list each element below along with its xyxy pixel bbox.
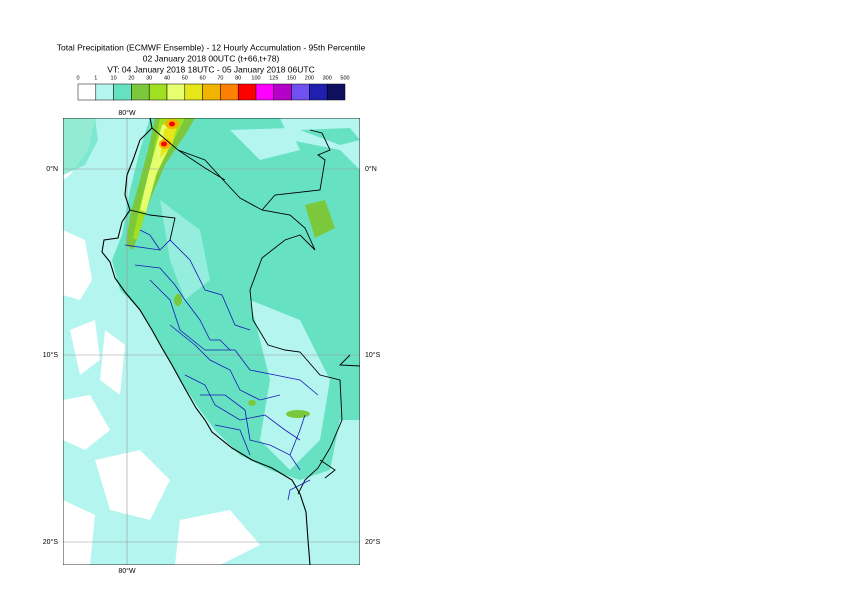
valid-time: VT: 04 January 2018 18UTC - 05 January 2… <box>107 64 314 74</box>
legend-label: 50 <box>182 75 188 81</box>
legend-label: 40 <box>164 75 170 81</box>
legend-swatch <box>131 83 150 101</box>
coastline <box>101 118 311 565</box>
legend-label: 150 <box>287 75 296 81</box>
legend-swatch <box>220 83 239 101</box>
dry-patches <box>63 118 260 565</box>
department-borders <box>124 229 319 501</box>
lat-label-left: 10°S <box>43 351 59 359</box>
legend-label: 125 <box>269 75 278 81</box>
legend-swatch <box>237 83 257 101</box>
legend-swatch <box>309 83 328 101</box>
lat-label-right: 0°N <box>365 165 377 173</box>
legend-label: 70 <box>217 75 223 81</box>
map <box>63 118 360 565</box>
country-borders <box>129 127 360 495</box>
legend: 0 1 10 20 30 40 50 60 70 80 100 125 150 200 300 500 <box>76 75 350 101</box>
legend-label: 100 <box>251 75 260 81</box>
legend-label: 200 <box>305 75 314 81</box>
lat-label-right: 10°S <box>365 351 381 359</box>
legend-label: 60 <box>200 75 206 81</box>
legend-swatch <box>166 83 186 101</box>
legend-swatch <box>273 83 292 101</box>
lon-label-bottom: 80°W <box>118 567 136 575</box>
legend-swatch <box>184 83 203 101</box>
lat-label-right: 20°S <box>365 538 381 546</box>
legend-label: 300 <box>323 75 332 81</box>
legend-label: 1 <box>94 75 97 81</box>
legend-swatch <box>202 83 221 101</box>
legend-label: 500 <box>340 75 349 81</box>
legend-label: 0 <box>76 75 79 81</box>
legend-swatch <box>255 83 275 101</box>
legend-swatch <box>77 83 97 101</box>
legend-label: 30 <box>146 75 152 81</box>
legend-swatch <box>95 83 114 101</box>
lon-label-top: 80°W <box>118 109 136 117</box>
title: Total Precipitation (ECMWF Ensemble) - 1… <box>57 42 366 52</box>
heavy-rain <box>126 118 335 418</box>
legend-label: 10 <box>111 75 117 81</box>
lighter-land <box>160 128 330 470</box>
legend-swatch <box>148 83 168 101</box>
legend-label: 20 <box>128 75 134 81</box>
legend-swatch <box>326 83 346 101</box>
lat-label-left: 20°S <box>43 538 59 546</box>
graticule <box>63 118 360 565</box>
base-time: 02 January 2018 00UTC (t+66,t+78) <box>143 53 280 63</box>
legend-swatch <box>113 83 132 101</box>
legend-swatch <box>291 83 310 101</box>
legend-label: 80 <box>235 75 241 81</box>
lat-label-left: 0°N <box>46 165 58 173</box>
